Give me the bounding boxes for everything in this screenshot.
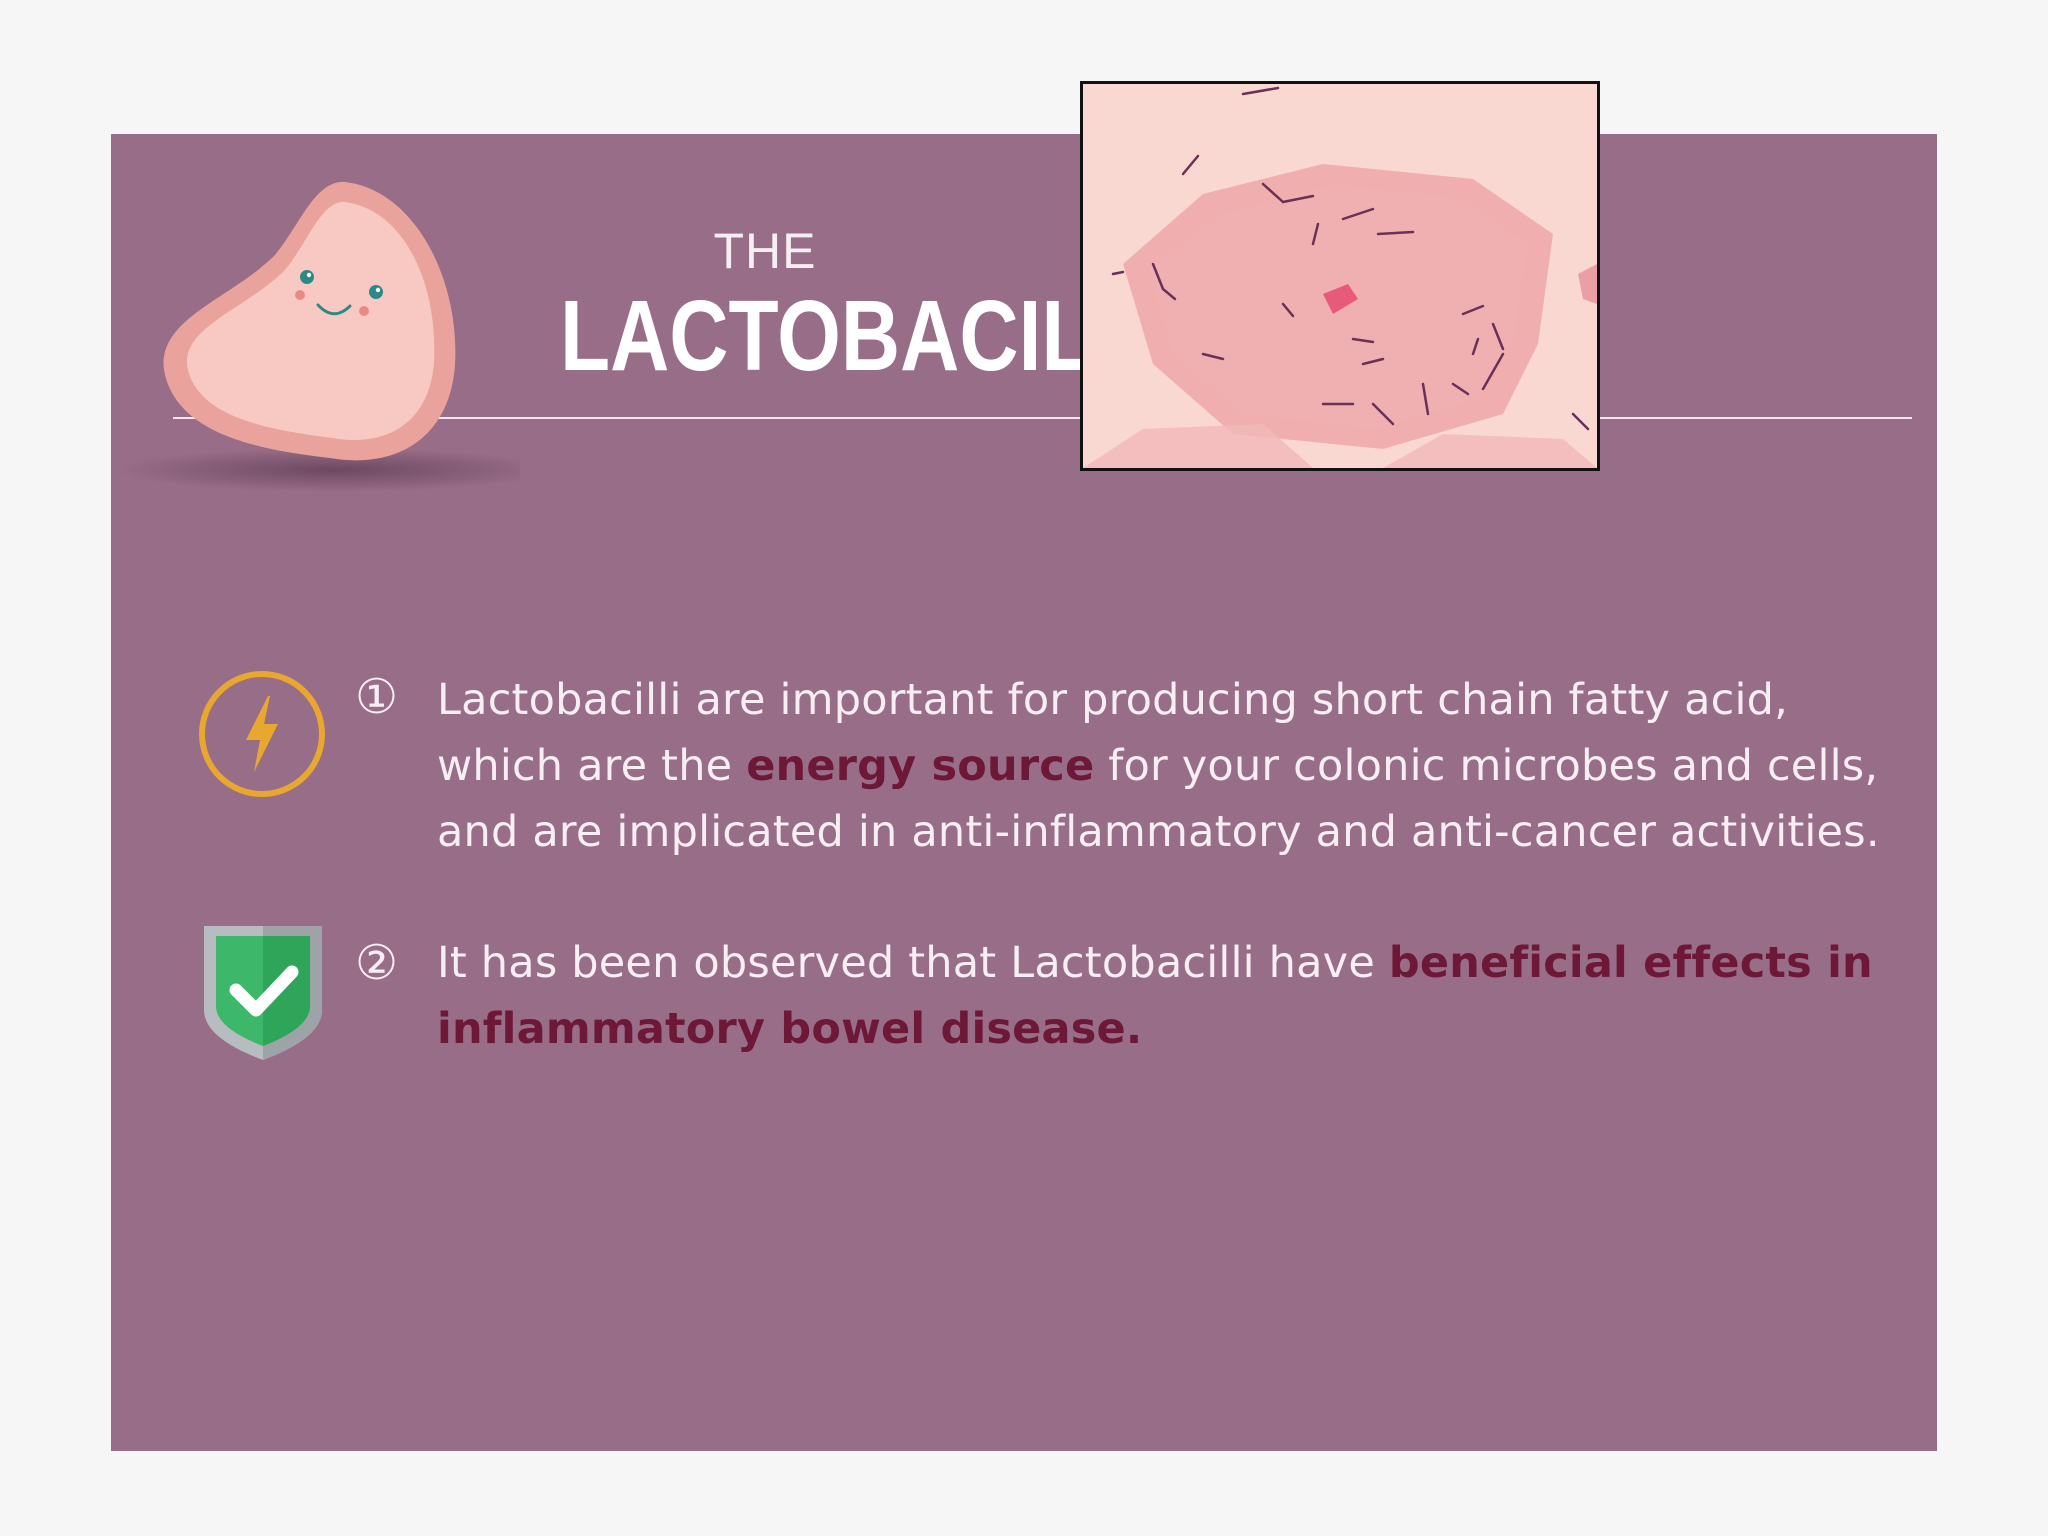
micrograph-image [1080, 81, 1600, 471]
header-divider-left [173, 417, 1083, 419]
shield-check-icon [204, 926, 322, 1060]
point-1-text-before: Lactobacilli are important for producing… [437, 675, 1788, 791]
bacterium-mascot-icon [115, 181, 520, 492]
point-1-emphasis: energy source [746, 741, 1095, 791]
lightning-bolt-icon [199, 671, 325, 797]
point-2-emphasis: beneficial effects in inflammatory bowel… [437, 938, 1873, 1054]
point-2-text-before: It has been observed that Lactobacilli h… [437, 938, 1389, 988]
point-1-text: Lactobacilli are important for producing… [437, 667, 1917, 865]
page-title: LACTOBACILLI [560, 280, 1165, 392]
point-1-text-after: for your colonic microbes and cells, and… [437, 741, 1880, 857]
title-prefix: THE [713, 223, 817, 279]
point-2-text: It has been observed that Lactobacilli h… [437, 930, 1917, 1062]
point-2-number: ② [355, 935, 399, 991]
header-divider-right [1600, 417, 1912, 419]
point-1-number: ① [355, 669, 399, 725]
